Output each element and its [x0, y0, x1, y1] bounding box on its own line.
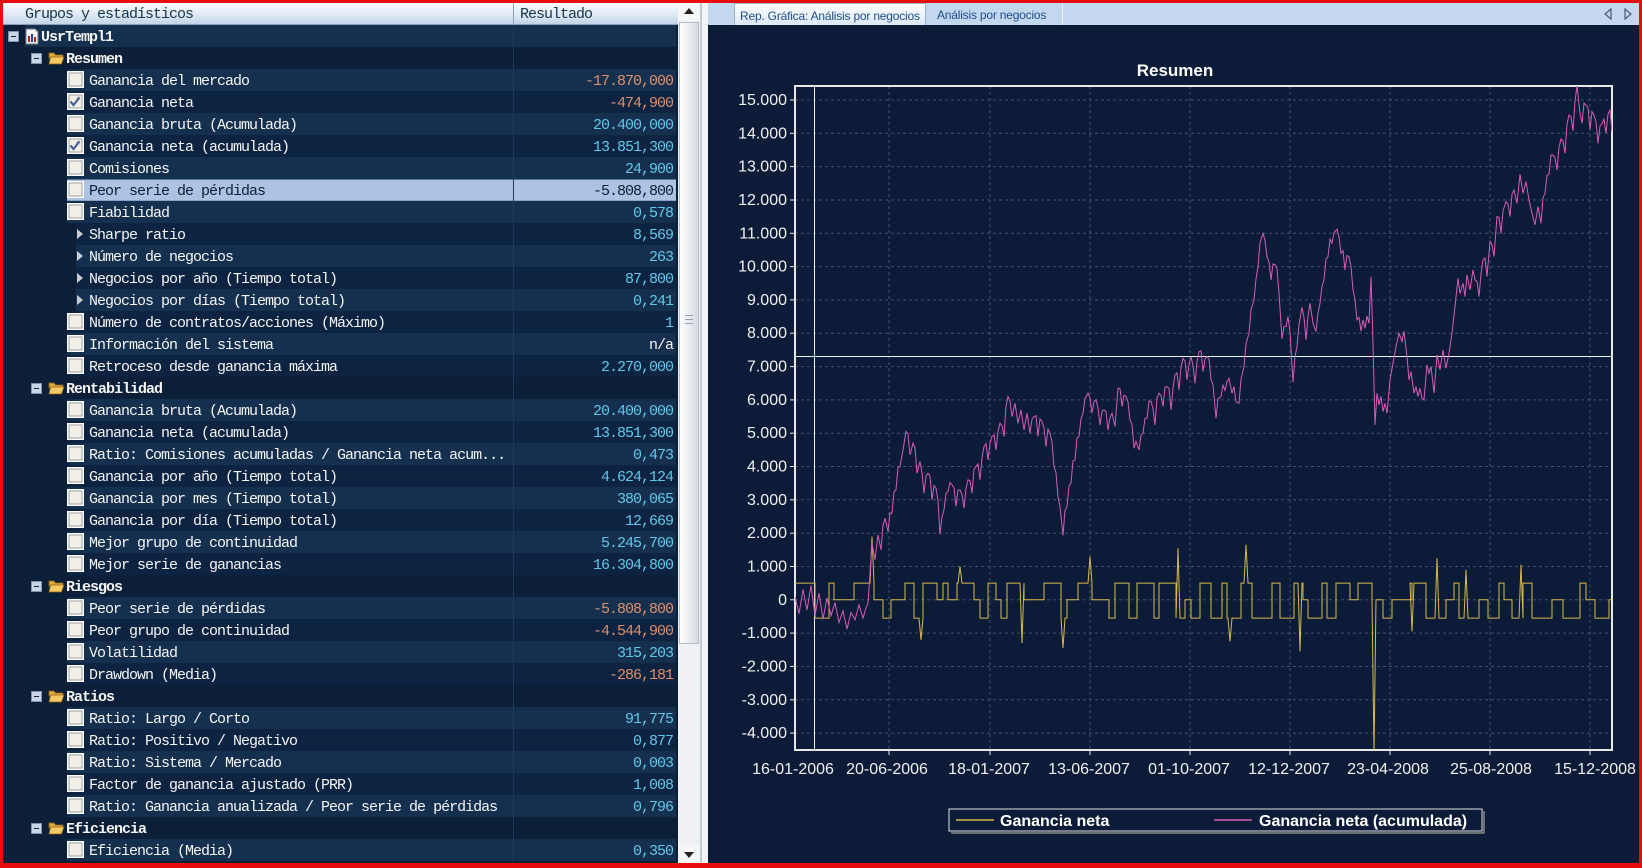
svg-text:18-01-2007: 18-01-2007 [948, 761, 1030, 778]
svg-text:5.000: 5.000 [747, 425, 787, 442]
svg-text:16-01-2006: 16-01-2006 [752, 761, 834, 778]
svg-text:-1.000: -1.000 [742, 625, 787, 642]
svg-text:25-08-2008: 25-08-2008 [1450, 761, 1532, 778]
svg-text:-2.000: -2.000 [742, 658, 787, 675]
svg-text:12-12-2007: 12-12-2007 [1248, 761, 1330, 778]
svg-text:01-10-2007: 01-10-2007 [1148, 761, 1230, 778]
svg-text:Ganancia neta (acumulada): Ganancia neta (acumulada) [1259, 813, 1467, 830]
svg-text:13.000: 13.000 [738, 159, 787, 176]
svg-text:23-04-2008: 23-04-2008 [1347, 761, 1429, 778]
svg-text:10.000: 10.000 [738, 259, 787, 276]
svg-text:15.000: 15.000 [738, 92, 787, 109]
svg-text:7.000: 7.000 [747, 359, 787, 376]
svg-text:Ganancia neta: Ganancia neta [1000, 813, 1109, 830]
svg-text:9.000: 9.000 [747, 292, 787, 309]
svg-text:6.000: 6.000 [747, 392, 787, 409]
svg-text:-4.000: -4.000 [742, 725, 787, 742]
svg-text:Resumen: Resumen [1137, 61, 1214, 80]
svg-text:13-06-2007: 13-06-2007 [1048, 761, 1130, 778]
svg-text:20-06-2006: 20-06-2006 [846, 761, 928, 778]
svg-text:1.000: 1.000 [747, 559, 787, 576]
svg-text:15-12-2008: 15-12-2008 [1554, 761, 1636, 778]
svg-text:8.000: 8.000 [747, 325, 787, 342]
svg-text:14.000: 14.000 [738, 125, 787, 142]
svg-text:-3.000: -3.000 [742, 692, 787, 709]
svg-text:3.000: 3.000 [747, 492, 787, 509]
svg-text:2.000: 2.000 [747, 525, 787, 542]
svg-text:12.000: 12.000 [738, 192, 787, 209]
svg-text:4.000: 4.000 [747, 459, 787, 476]
svg-text:0: 0 [778, 592, 787, 609]
svg-text:11.000: 11.000 [739, 225, 787, 242]
